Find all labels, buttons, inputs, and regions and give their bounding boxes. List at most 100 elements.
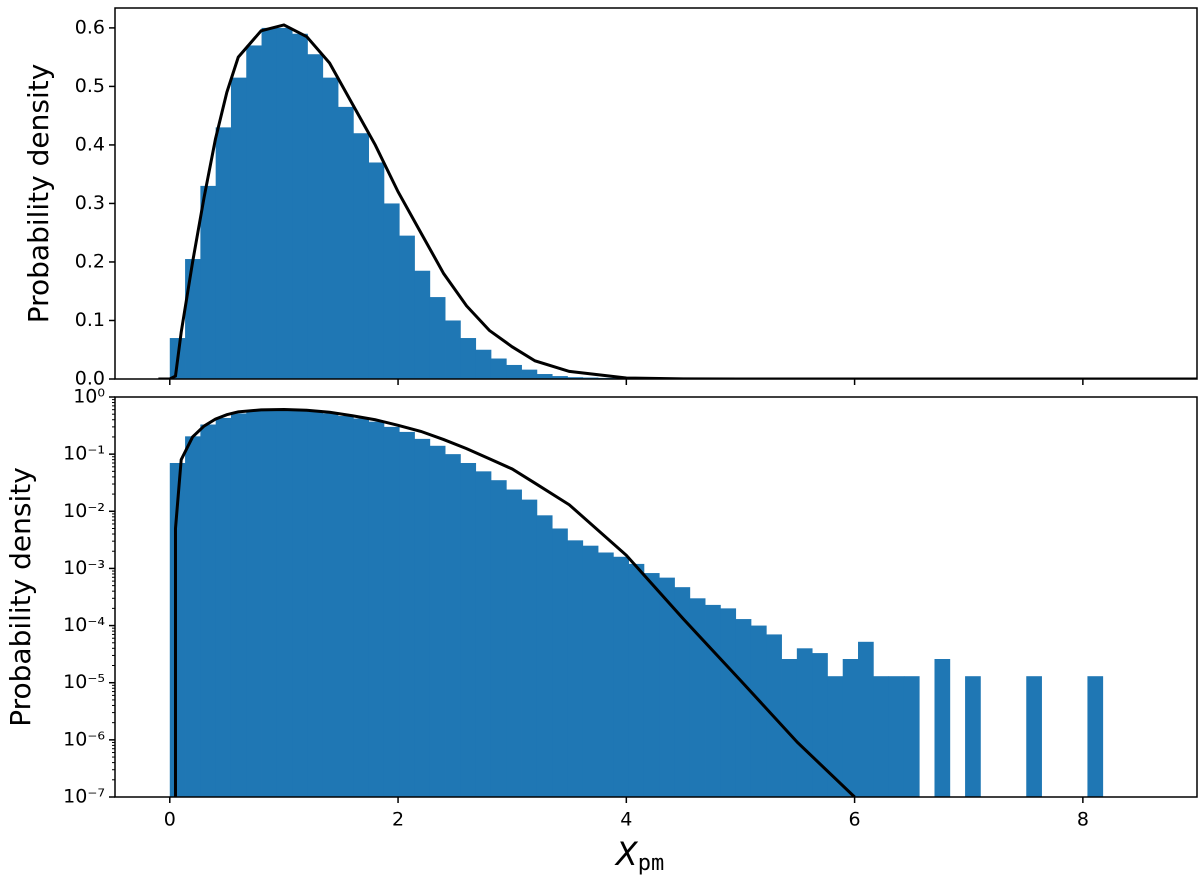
y-tick-label: 0.6: [75, 16, 105, 38]
histogram-bar: [169, 462, 186, 797]
histogram-bar: [567, 377, 584, 379]
fit-curve: [173, 407, 856, 797]
histogram-bar: [506, 364, 522, 379]
histogram-bar: [230, 413, 247, 797]
x-tick-label: 8: [1077, 809, 1089, 831]
histogram-bar: [338, 416, 354, 797]
y-tick-label: 0.0: [75, 368, 105, 390]
histogram-bar: [628, 563, 645, 797]
histogram-bar: [215, 417, 232, 797]
x-tick-label: 0: [164, 809, 176, 831]
histogram-bar: [552, 528, 568, 797]
y-tick-label: 10⁻⁶: [63, 728, 105, 750]
y-axis-label: Probability density: [4, 467, 37, 727]
y-tick-label: 10⁰: [73, 386, 105, 408]
x-tick-label: 4: [620, 809, 632, 831]
histogram-bar: [292, 410, 308, 797]
histogram-bar: [1087, 676, 1104, 797]
histogram-bar: [536, 515, 553, 797]
histogram-bar: [934, 659, 951, 797]
histogram-bar: [1026, 676, 1042, 797]
histogram-bar: [246, 45, 262, 379]
histogram-bar: [521, 369, 538, 379]
histogram-bar: [490, 358, 507, 379]
histogram-bar: [582, 545, 599, 797]
histogram-bar: [414, 438, 431, 797]
histogram-bar: [185, 436, 201, 797]
histogram-bar: [827, 676, 844, 797]
histogram-bar: [460, 338, 477, 379]
x-tick-label: 6: [849, 809, 861, 831]
histogram-bar: [353, 133, 370, 379]
histogram-bar: [598, 552, 614, 797]
y-tick-label: 10⁻¹: [63, 443, 105, 465]
histogram-bar: [490, 480, 507, 797]
histogram-bar: [903, 676, 920, 797]
axes-frame: [114, 396, 1198, 798]
histogram-bar: [506, 489, 522, 797]
y-tick-label: 0.5: [75, 75, 105, 97]
histogram-bar: [276, 27, 293, 379]
histogram-bar: [414, 270, 431, 379]
x-label-sub: pm: [638, 851, 665, 876]
histogram-bar: [720, 608, 737, 797]
histogram-bar: [261, 409, 278, 797]
histogram-bar: [552, 376, 568, 379]
histogram-bar: [750, 625, 767, 797]
histogram-bar: [689, 598, 706, 797]
histogram-bar: [873, 676, 890, 797]
histogram-bar: [521, 499, 538, 797]
histogram-bar: [276, 409, 293, 797]
histogram-bar: [429, 445, 446, 797]
histogram-bar: [888, 676, 905, 797]
histogram-bar: [368, 162, 385, 379]
histogram-bar: [399, 431, 415, 797]
histogram-bar: [353, 418, 370, 797]
histogram-bar: [292, 33, 308, 380]
histogram-bar: [215, 127, 232, 379]
x-label-main: X: [614, 835, 639, 873]
histogram-bar: [842, 659, 859, 797]
histogram-bar: [796, 648, 813, 797]
x-tick-label: 2: [392, 809, 404, 831]
histogram-bar: [705, 604, 721, 797]
histogram-bar: [536, 374, 553, 379]
histogram-bar: [475, 471, 492, 797]
histogram-bar: [399, 235, 415, 379]
y-tick-label: 0.4: [75, 133, 105, 155]
y-tick-label: 10⁻²: [63, 500, 105, 522]
histogram-bar: [429, 297, 446, 379]
y-tick-label: 0.1: [75, 309, 105, 331]
histogram-bar: [200, 185, 217, 379]
histogram-bar: [200, 424, 217, 797]
y-tick-label: 0.3: [75, 192, 105, 214]
y-axis-label: Probability density: [22, 64, 55, 324]
histogram-bar: [338, 106, 354, 380]
histogram-bar: [567, 540, 584, 797]
histogram-bar: [322, 77, 339, 379]
y-tick-label: 10⁻⁵: [63, 671, 105, 693]
histogram-bar: [383, 426, 400, 797]
histogram-bar: [781, 659, 798, 797]
y-tick-label: 10⁻⁷: [63, 786, 105, 808]
histogram-bar: [445, 320, 461, 379]
histogram-bar: [307, 54, 324, 380]
axes-frame: [114, 7, 1198, 380]
histogram-bar: [858, 641, 874, 797]
histogram-bar: [246, 410, 262, 797]
histogram-bar: [659, 577, 675, 797]
histogram-bar: [643, 573, 660, 797]
histogram-bar: [965, 676, 981, 797]
histogram-bar: [368, 421, 385, 797]
histogram-bar: [383, 203, 400, 379]
histogram-bar: [674, 587, 691, 797]
histogram-bar: [261, 27, 278, 379]
y-tick-label: 0.2: [75, 250, 105, 272]
y-tick-label: 10⁻³: [63, 557, 105, 579]
histogram-bar: [185, 259, 201, 379]
y-tick-label: 10⁻⁴: [63, 614, 105, 636]
histogram-bar: [445, 454, 461, 797]
histogram-bar: [322, 413, 339, 797]
histogram-bar: [460, 462, 477, 797]
